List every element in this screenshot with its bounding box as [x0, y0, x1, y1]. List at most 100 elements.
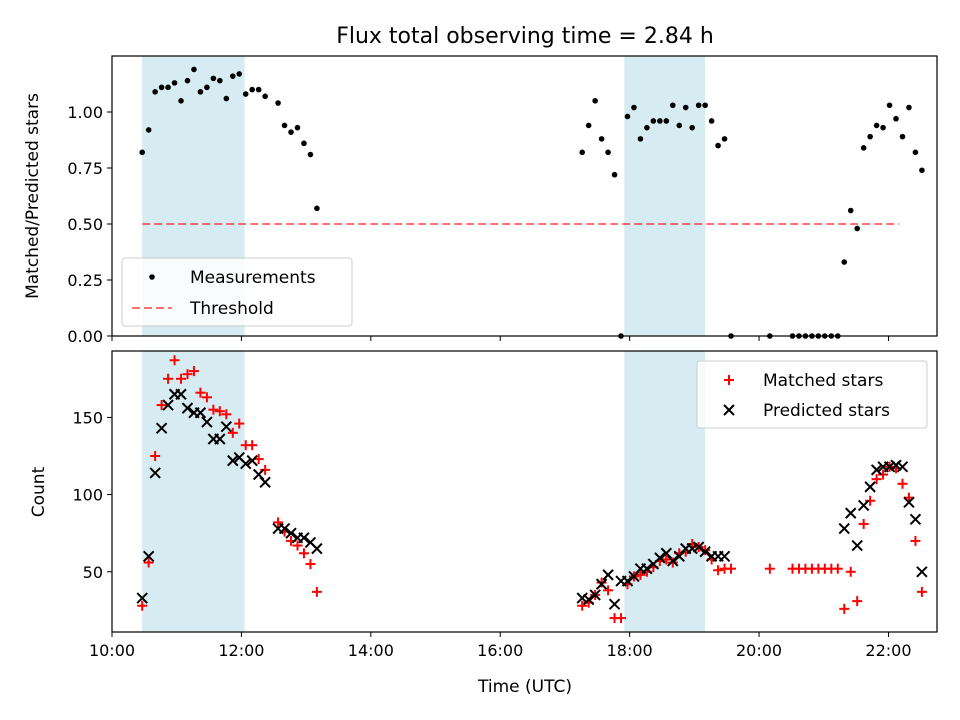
- matched-star-point: [150, 450, 161, 461]
- x-marker-b: [194, 407, 207, 419]
- top-y-tick-label: 0.75: [67, 159, 103, 178]
- matched-star-point: [188, 366, 199, 377]
- x-marker-b: [667, 555, 679, 567]
- matched-star-point: [260, 464, 271, 475]
- matched-star-point: [832, 563, 843, 574]
- predicted-star-point: [142, 550, 155, 563]
- predicted-star-point: [851, 539, 863, 552]
- measurement-point: [644, 124, 650, 131]
- measurement-point: [893, 115, 899, 122]
- predicted-star-point: [595, 578, 608, 590]
- x-marker-b: [259, 476, 271, 488]
- x-marker-b: [903, 496, 915, 509]
- predicted-star-point: [699, 546, 711, 558]
- measurement-point: [695, 102, 702, 109]
- measurement-point: [197, 89, 204, 95]
- measurement-point: [669, 102, 676, 109]
- matched-star-point: [292, 540, 303, 551]
- matched-star-point: [635, 569, 646, 580]
- predicted-star-point: [896, 461, 909, 473]
- measurement-point: [585, 122, 592, 129]
- matched-star-point: [661, 554, 672, 565]
- predicted-star-point: [259, 476, 271, 488]
- predicted-star-point: [155, 422, 168, 434]
- x-marker-b: [718, 550, 731, 563]
- x-marker-b: [142, 550, 155, 563]
- bottom-shaded-interval: [142, 351, 245, 632]
- measurement-point: [229, 73, 236, 79]
- measurement-point: [171, 80, 178, 86]
- bottom-x-tick-label: 14:00: [348, 641, 394, 660]
- matched-star-point: [878, 469, 889, 480]
- predicted-star-point: [285, 527, 297, 539]
- bottom-legend: Matched stars Predicted stars: [696, 360, 928, 429]
- predicted-star-point: [298, 532, 310, 544]
- measurement-point: [611, 171, 618, 178]
- predicted-star-point: [582, 593, 595, 606]
- matched-star-point: [713, 565, 724, 576]
- measurement-point: [847, 207, 854, 214]
- x-marker-b: [845, 507, 857, 519]
- matched-star-point: [273, 517, 284, 528]
- matched-star-point: [667, 557, 678, 568]
- measurement-point: [294, 124, 301, 131]
- measurement-point: [650, 118, 657, 124]
- predicted-star-point: [214, 433, 226, 445]
- x-marker-b: [890, 459, 902, 471]
- measurement-point: [860, 145, 867, 151]
- x-marker-b: [896, 461, 909, 473]
- measurement-point: [689, 124, 695, 131]
- measurement-point: [178, 98, 184, 104]
- predicted-star-point: [692, 541, 705, 553]
- predicted-star-point: [903, 496, 915, 509]
- bottom-y-tick-label: 50: [83, 563, 103, 582]
- predicted-star-point: [201, 416, 213, 428]
- x-marker-b: [304, 536, 317, 549]
- bottom-x-tick-label: 22:00: [865, 641, 911, 660]
- x-axis-label: Time (UTC): [477, 677, 572, 697]
- matched-star-point: [858, 518, 869, 529]
- x-marker-b: [621, 575, 634, 587]
- x-marker-b: [641, 562, 653, 575]
- measurement-point: [899, 133, 906, 140]
- measurement-point: [217, 77, 223, 84]
- predicted-star-point: [246, 454, 258, 467]
- x-marker-b: [838, 522, 850, 535]
- measurement-point: [676, 122, 683, 129]
- top-y-tick-label: 1.00: [67, 103, 103, 122]
- measurement-point: [236, 71, 243, 77]
- measurement-point: [605, 149, 611, 156]
- x-marker-b: [246, 454, 258, 467]
- matched-star-point: [845, 566, 856, 577]
- bottom-y-tick-label: 100: [72, 486, 103, 505]
- top-y-tick-label: 0.25: [67, 271, 103, 290]
- measurement-point: [631, 104, 637, 111]
- x-marker-b: [602, 569, 614, 581]
- predicted-star-point: [311, 542, 323, 555]
- matched-star-point: [311, 586, 322, 597]
- x-marker-b: [857, 499, 870, 512]
- x-marker-b: [201, 416, 213, 428]
- predicted-star-point: [654, 552, 666, 564]
- bottom-x-tick-label: 12:00: [218, 641, 264, 660]
- matched-star-point: [137, 600, 148, 611]
- predicted-star-point: [857, 499, 870, 512]
- measurement-point: [145, 127, 152, 133]
- measurement-point: [579, 149, 585, 156]
- predicted-star-point: [278, 522, 291, 535]
- predicted-star-point: [602, 569, 614, 581]
- bottom-legend-box: [696, 360, 928, 429]
- matched-star-point: [201, 392, 212, 403]
- x-marker-b: [220, 420, 233, 433]
- measurement-point: [873, 122, 880, 129]
- measurement-point: [152, 89, 158, 95]
- matched-star-point: [910, 535, 921, 546]
- matched-star-point: [221, 409, 232, 420]
- bottom-x-tick-label: 20:00: [736, 641, 782, 660]
- measurement-point: [867, 133, 873, 140]
- predicted-star-point: [718, 550, 731, 563]
- matched-star-point: [156, 400, 167, 411]
- x-marker-b: [654, 552, 666, 564]
- legend-matched-marker: [724, 375, 734, 385]
- matched-star-point: [298, 548, 309, 559]
